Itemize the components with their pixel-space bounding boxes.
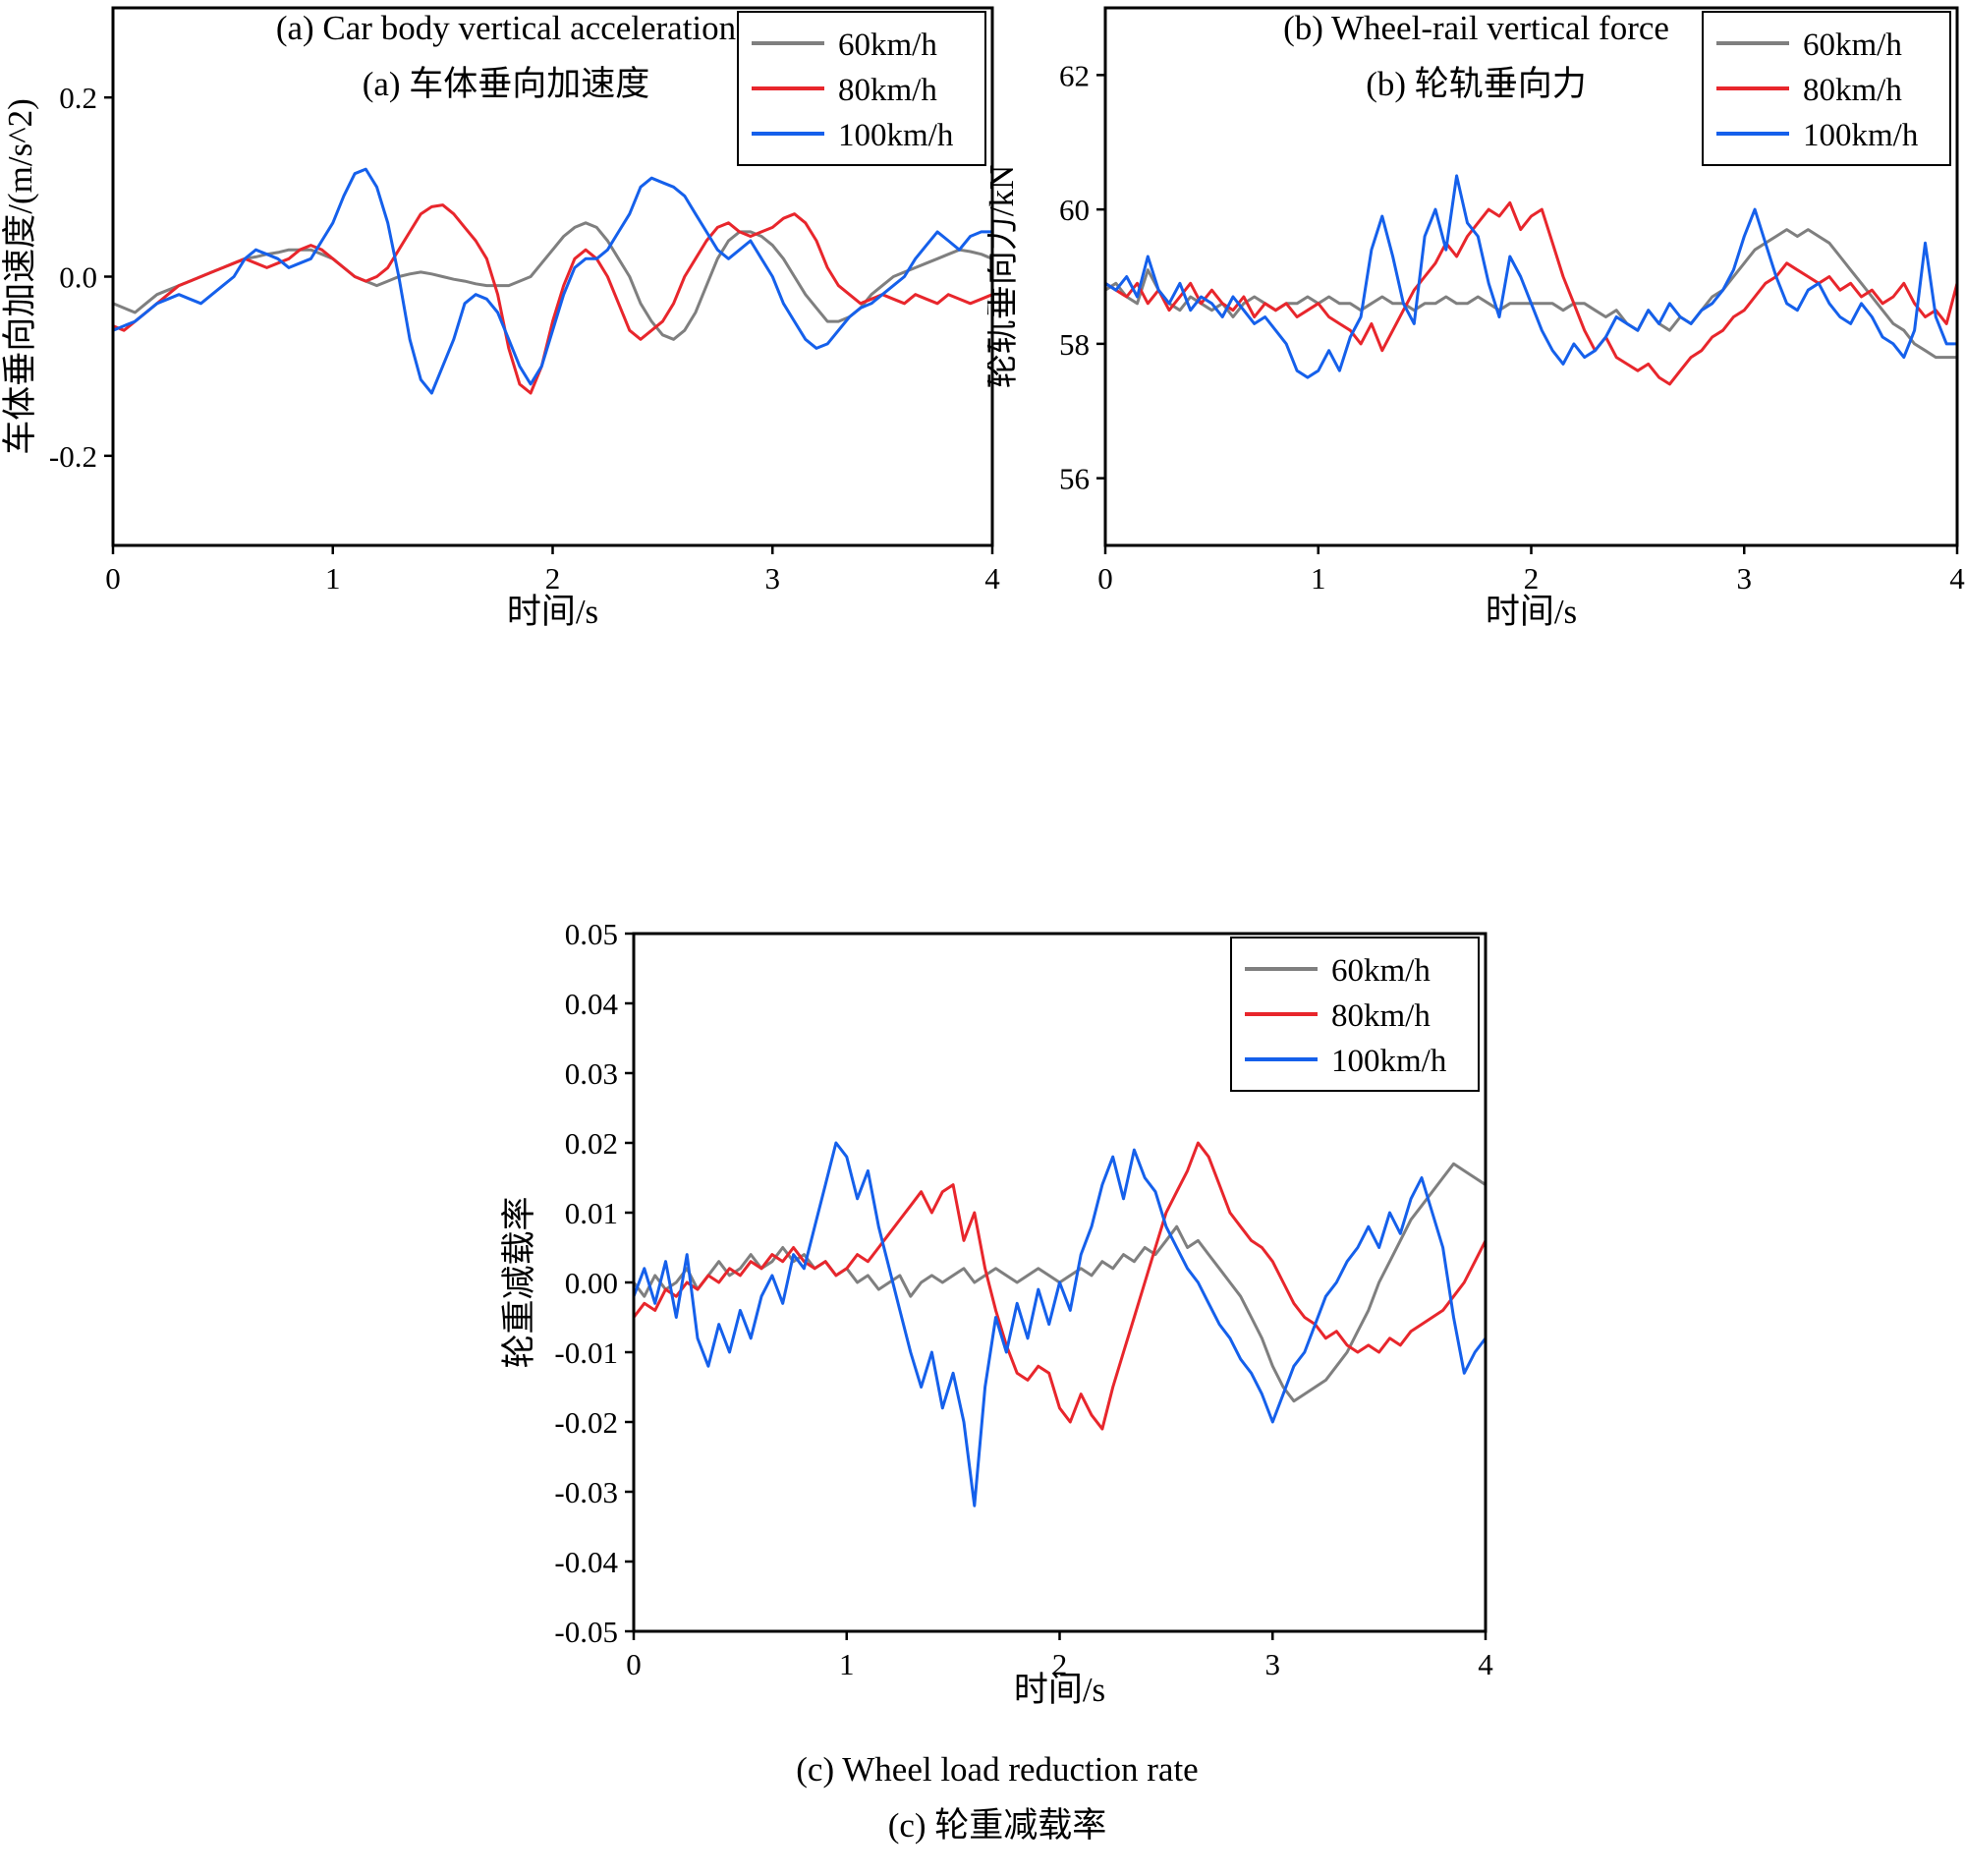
legend-label: 80km/h	[1803, 73, 1902, 108]
y-tick-label: 0.01	[565, 1196, 618, 1230]
x-tick-label: 3	[765, 561, 781, 596]
chart-c-caption: (c) Wheel load reduction rate (c) 轮重减载率	[491, 1741, 1503, 1853]
x-axis-label: 时间/s	[1486, 593, 1577, 631]
series-line-60km/h	[1105, 228, 1957, 360]
series-line-60km/h	[113, 221, 992, 341]
y-tick-label: -0.04	[554, 1545, 618, 1579]
x-tick-label: 4	[1949, 561, 1965, 596]
y-tick-label: 58	[1059, 327, 1090, 362]
y-tick-label: -0.2	[49, 439, 97, 474]
series-line-80km/h	[634, 1141, 1486, 1431]
x-tick-label: 1	[1311, 561, 1326, 596]
y-tick-label: 60	[1059, 193, 1090, 227]
legend-label: 80km/h	[838, 73, 937, 108]
y-tick-label: 0.03	[565, 1056, 618, 1091]
x-tick-label: 0	[105, 561, 121, 596]
chart-a-canvas: 0 1 2 3 4 -0.2 0.0 0.2 时间/s 车体垂向加速度/(m/s^2) 60km/h…	[1, 6, 1000, 631]
x-tick-label: 0	[1097, 561, 1113, 596]
y-tick-label: -0.05	[554, 1615, 618, 1649]
x-tick-label: 4	[984, 561, 1000, 596]
x-tick-label: 4	[1478, 1647, 1493, 1681]
series-line-80km/h	[113, 203, 992, 395]
legend-label: 80km/h	[1331, 998, 1431, 1034]
legend-label: 60km/h	[1803, 28, 1902, 63]
y-tick-label: 0.04	[565, 987, 619, 1021]
legend-label: 100km/h	[838, 118, 954, 153]
series-line-100km/h	[634, 1141, 1486, 1507]
chart-b-figure: 0 1 2 3 4 56 58 60 62 时间/s 轮轨垂向力/kN 60km/h 80km/h 100…	[987, 0, 1965, 639]
chart-a-caption-zh: (a) 车体垂向加速度	[362, 65, 650, 103]
legend-label: 60km/h	[1331, 953, 1431, 989]
y-tick-label: 0.05	[565, 919, 618, 951]
x-tick-label: 2	[1524, 561, 1540, 596]
y-tick-label: -0.01	[554, 1336, 618, 1370]
legend-label: 100km/h	[1331, 1044, 1447, 1079]
series-line-80km/h	[1105, 200, 1957, 386]
chart-b-caption-zh: (b) 轮轨垂向力	[1366, 65, 1587, 103]
chart-a-caption: (a) Car body vertical acceleration (a) 车…	[0, 0, 1012, 112]
y-axis-label: 轮重减载率	[500, 1196, 538, 1368]
legend-label: 100km/h	[1803, 118, 1919, 153]
chart-c-canvas: 0 1 2 3 4 -0.05 -0.04 -0.03 -0.02 -0.01 0.00 0.01 0.…	[500, 919, 1493, 1709]
chart-b-canvas: 0 1 2 3 4 56 58 60 62 时间/s 轮轨垂向力/kN 60km/h 80km/h 100…	[987, 6, 1965, 631]
chart-c-figure: 0 1 2 3 4 -0.05 -0.04 -0.03 -0.02 -0.01 0.00 0.01 0.…	[491, 919, 1503, 1717]
y-tick-label: 0.0	[59, 260, 97, 295]
y-axis-label: 轮轨垂向力/kN	[987, 165, 1021, 389]
series-line-100km/h	[113, 167, 992, 395]
chart-b-caption-en: (b) Wheel-rail vertical force	[1283, 9, 1669, 47]
legend-label: 60km/h	[838, 28, 937, 63]
x-axis-label: 时间/s	[507, 593, 598, 631]
y-tick-label: 0.02	[565, 1126, 618, 1161]
x-tick-label: 2	[545, 561, 561, 596]
chart-b-caption: (b) Wheel-rail vertical force (b) 轮轨垂向力	[987, 0, 1965, 112]
x-tick-label: 1	[325, 561, 341, 596]
chart-a-caption-en: (a) Car body vertical acceleration	[275, 9, 737, 47]
chart-c-caption-en: (c) Wheel load reduction rate	[796, 1750, 1199, 1789]
x-tick-label: 3	[1737, 561, 1753, 596]
y-tick-label: 0.2	[59, 81, 97, 115]
x-tick-label: 1	[839, 1647, 855, 1681]
y-tick-label: 0.00	[565, 1266, 618, 1300]
x-tick-label: 3	[1265, 1647, 1281, 1681]
x-tick-label: 2	[1052, 1647, 1068, 1681]
y-tick-label: 62	[1059, 58, 1090, 92]
y-tick-label: 56	[1059, 462, 1090, 496]
chart-c-caption-zh: (c) 轮重减载率	[887, 1806, 1107, 1845]
y-tick-label: -0.02	[554, 1405, 618, 1440]
x-tick-label: 0	[626, 1647, 642, 1681]
x-axis-label: 时间/s	[1014, 1671, 1105, 1709]
chart-a-figure: 0 1 2 3 4 -0.2 0.0 0.2 时间/s 车体垂向加速度/(m/s^2) 60km/h…	[0, 0, 1012, 639]
series-line-100km/h	[1105, 174, 1957, 379]
y-tick-label: -0.03	[554, 1475, 618, 1509]
y-axis-label: 车体垂向加速度/(m/s^2)	[1, 98, 39, 455]
